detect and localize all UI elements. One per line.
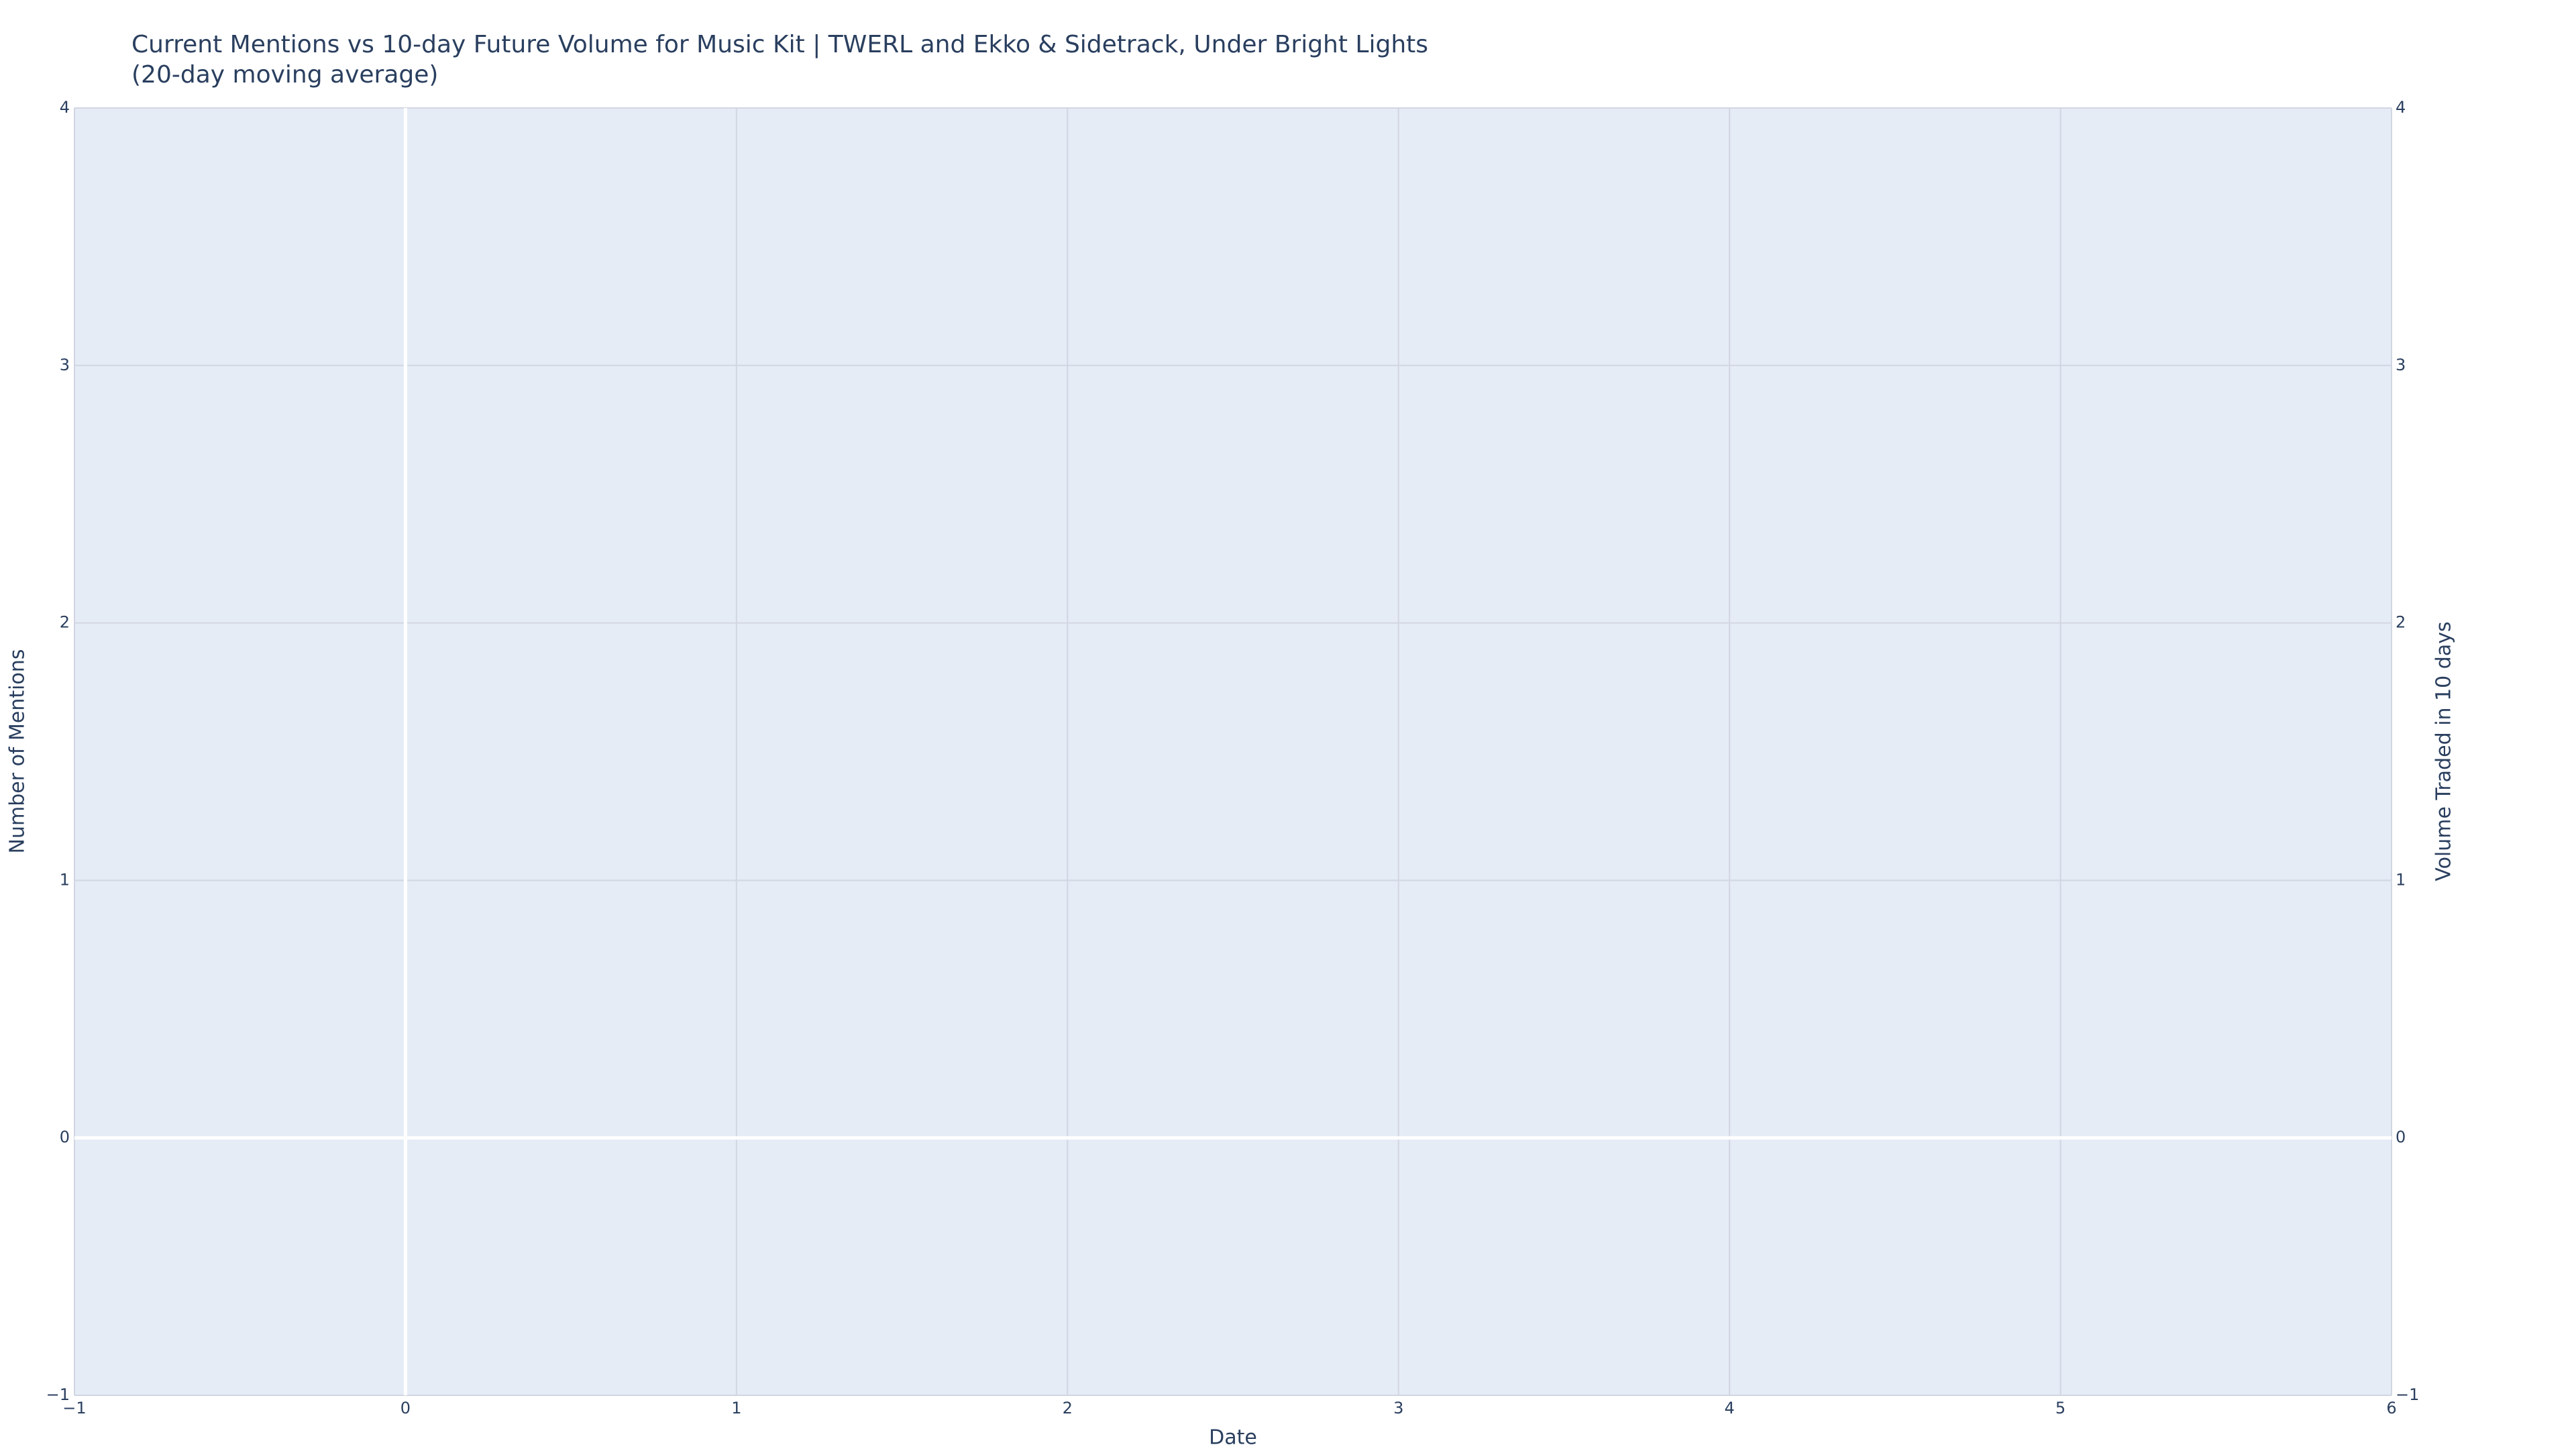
chart-title: Current Mentions vs 10-day Future Volume… (131, 31, 1428, 58)
y-tick-label: −1 (46, 1385, 70, 1404)
y2-tick-label: 1 (2396, 870, 2406, 889)
y2-tick-label: −1 (2396, 1385, 2419, 1404)
x-tick-label: 1 (731, 1399, 741, 1417)
y-axis-title: Number of Mentions (6, 649, 30, 854)
y-tick-label: 4 (60, 98, 70, 117)
x-tick-label: −1 (62, 1399, 86, 1417)
y2-tick-label: 4 (2396, 98, 2406, 117)
x-tick-label: 6 (2386, 1399, 2396, 1417)
y-tick-label: 0 (60, 1128, 70, 1146)
y2-axis-title: Volume Traded in 10 days (2432, 621, 2456, 881)
x-tick-label: 5 (2055, 1399, 2065, 1417)
x-tick-label: 2 (1063, 1399, 1073, 1417)
y2-tick-label: 2 (2396, 613, 2406, 632)
chart-subtitle: (20-day moving average) (131, 61, 438, 89)
x-tick-label: 0 (400, 1399, 411, 1417)
y2-tick-label: 0 (2396, 1128, 2406, 1146)
x-tick-label: 4 (1725, 1399, 1735, 1417)
y-tick-label: 3 (60, 356, 70, 374)
x-tick-label: 3 (1393, 1399, 1403, 1417)
x-axis-title: Date (1209, 1426, 1257, 1449)
plot-area (74, 108, 2392, 1395)
y-tick-label: 1 (60, 870, 70, 889)
y2-tick-label: 3 (2396, 356, 2406, 374)
y-tick-label: 2 (60, 613, 70, 632)
